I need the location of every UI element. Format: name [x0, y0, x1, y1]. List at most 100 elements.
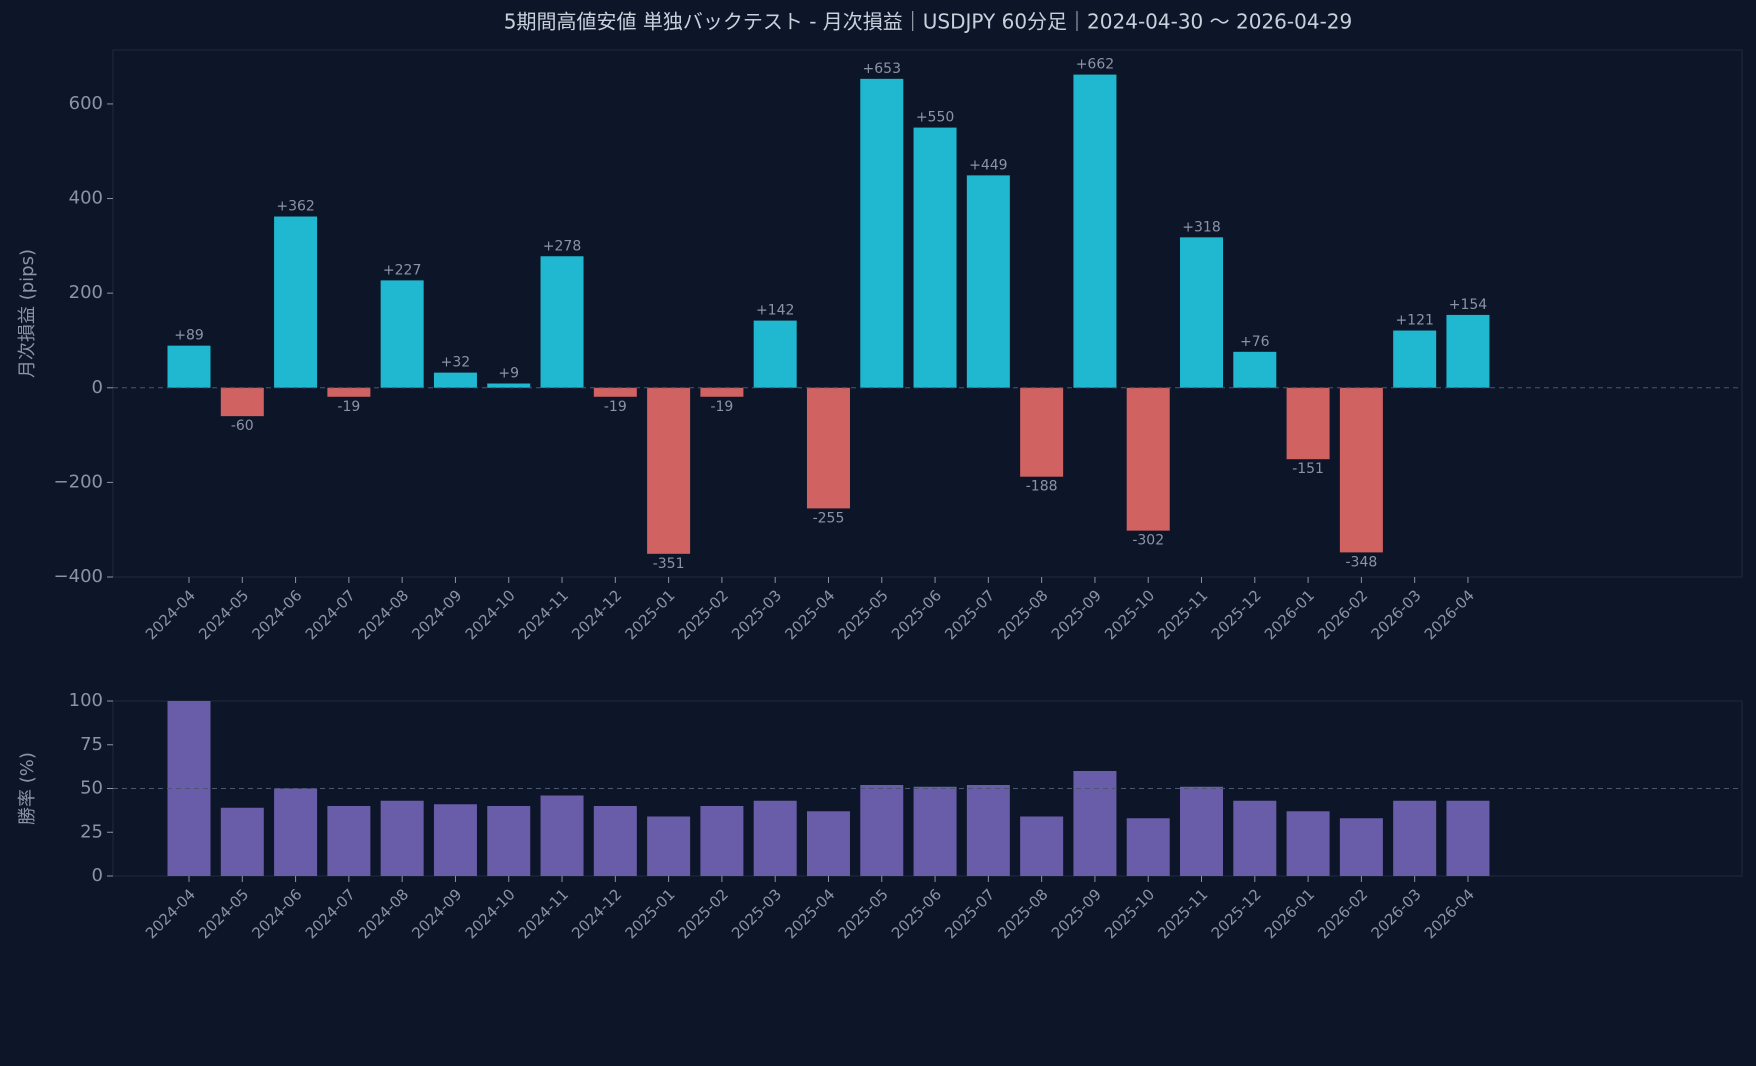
- x-tick-label: 2025-04: [781, 885, 838, 942]
- x-tick-label: 2026-01: [1261, 586, 1318, 643]
- data-label: -348: [1345, 554, 1377, 570]
- x-tick-label: 2025-09: [1048, 885, 1105, 942]
- bar: [1180, 237, 1224, 388]
- bar: [1126, 818, 1170, 876]
- bar: [1180, 786, 1224, 876]
- bar: [647, 387, 691, 554]
- bar: [540, 256, 584, 388]
- data-label: -351: [653, 556, 685, 572]
- y-tick-label: −200: [54, 471, 103, 492]
- x-tick-label: 2024-08: [355, 885, 412, 942]
- data-label: +142: [756, 303, 794, 319]
- x-tick-label: 2024-05: [195, 586, 252, 643]
- x-tick-label: 2024-08: [355, 586, 412, 643]
- x-tick-label: 2024-05: [195, 885, 252, 942]
- x-tick-label: 2024-09: [408, 885, 465, 942]
- bar: [1339, 818, 1383, 876]
- data-label: -302: [1132, 533, 1164, 549]
- bar: [1073, 771, 1117, 876]
- x-tick-label: 2024-07: [302, 586, 359, 643]
- data-label: +449: [969, 157, 1007, 173]
- bar: [1073, 74, 1117, 388]
- bar: [220, 807, 264, 876]
- x-tick-label: 2025-12: [1208, 885, 1265, 942]
- bar: [487, 806, 531, 876]
- bar: [1286, 387, 1330, 460]
- data-label: +550: [916, 110, 954, 126]
- x-tick-label: 2024-10: [462, 885, 519, 942]
- bar: [966, 175, 1010, 388]
- x-tick-label: 2025-03: [728, 885, 785, 942]
- x-tick-label: 2026-04: [1421, 885, 1478, 942]
- bar: [1286, 811, 1330, 876]
- x-tick-label: 2025-10: [1101, 885, 1158, 942]
- bar: [593, 806, 637, 876]
- x-tick-label: 2026-02: [1314, 885, 1371, 942]
- x-tick-label: 2026-03: [1368, 586, 1425, 643]
- bar: [647, 816, 691, 876]
- bar: [753, 800, 797, 876]
- bar: [1233, 351, 1277, 388]
- bar: [487, 383, 531, 388]
- x-tick-label: 2026-01: [1261, 885, 1318, 942]
- bar: [700, 387, 744, 397]
- x-tick-label: 2025-07: [941, 885, 998, 942]
- data-label: +227: [383, 262, 421, 278]
- x-tick-label: 2025-06: [888, 885, 945, 942]
- bar: [860, 785, 904, 876]
- x-tick-label: 2024-09: [408, 586, 465, 643]
- x-tick-label: 2025-06: [888, 586, 945, 643]
- bar: [327, 806, 371, 876]
- data-label: +32: [441, 355, 471, 371]
- bar: [327, 387, 371, 397]
- bar: [1339, 387, 1383, 553]
- bar: [1446, 314, 1490, 388]
- x-tick-label: 2025-04: [781, 586, 838, 643]
- data-label: -188: [1026, 479, 1058, 495]
- x-tick-label: 2025-02: [675, 586, 732, 643]
- x-tick-label: 2026-04: [1421, 586, 1478, 643]
- x-tick-label: 2025-11: [1154, 885, 1211, 942]
- x-tick-label: 2024-10: [462, 586, 519, 643]
- x-tick-label: 2024-06: [249, 885, 306, 942]
- bar: [433, 804, 477, 876]
- bar: [220, 387, 264, 417]
- bar: [700, 806, 744, 876]
- bar: [1233, 800, 1277, 876]
- y-tick-label: 0: [92, 865, 103, 886]
- data-label: -19: [604, 399, 627, 415]
- x-tick-label: 2025-12: [1208, 586, 1265, 643]
- data-label: -19: [710, 399, 733, 415]
- bar: [1126, 387, 1170, 531]
- data-label: +121: [1395, 313, 1433, 329]
- y-tick-label: 400: [69, 188, 103, 209]
- bar: [593, 387, 637, 397]
- bar: [1020, 816, 1064, 876]
- x-tick-label: 2024-04: [142, 586, 199, 643]
- x-tick-label: 2025-07: [941, 586, 998, 643]
- data-label: +278: [543, 238, 581, 254]
- x-tick-label: 2024-12: [568, 586, 625, 643]
- y-axis-label: 勝率 (%): [17, 752, 38, 825]
- data-label: -151: [1292, 461, 1324, 477]
- chart-title: 5期間高値安値 単独バックテスト - 月次損益｜USDJPY 60分足｜2024…: [504, 10, 1352, 34]
- bar: [380, 800, 424, 876]
- bar: [540, 795, 584, 876]
- data-label: -60: [231, 418, 254, 434]
- bar: [753, 320, 797, 388]
- data-label: +653: [863, 61, 901, 77]
- bar: [860, 78, 904, 388]
- plot-area: [112, 49, 1743, 578]
- data-label: +76: [1240, 334, 1270, 350]
- y-tick-label: 200: [69, 282, 103, 303]
- data-label: +362: [276, 199, 314, 215]
- x-tick-label: 2024-11: [515, 586, 572, 643]
- x-tick-label: 2025-05: [835, 885, 892, 942]
- x-tick-label: 2025-08: [995, 586, 1052, 643]
- bar: [433, 372, 477, 388]
- x-tick-label: 2025-01: [622, 586, 679, 643]
- bar: [380, 280, 424, 388]
- data-label: -19: [337, 399, 360, 415]
- data-label: +89: [174, 328, 204, 344]
